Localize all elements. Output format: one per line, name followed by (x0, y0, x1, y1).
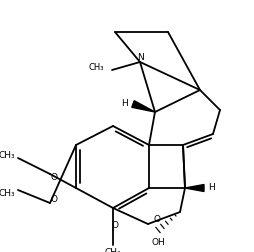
Text: H: H (121, 100, 128, 109)
Text: N: N (138, 52, 144, 61)
Text: O: O (51, 196, 57, 205)
Text: CH₃: CH₃ (0, 188, 15, 198)
Text: O: O (51, 173, 57, 181)
Text: CH₃: CH₃ (88, 62, 104, 72)
Text: O: O (153, 215, 161, 225)
Polygon shape (185, 184, 204, 192)
Text: CH₃: CH₃ (105, 248, 121, 252)
Text: H: H (208, 183, 215, 193)
Polygon shape (132, 101, 155, 112)
Text: OH: OH (151, 238, 165, 247)
Text: CH₃: CH₃ (0, 150, 15, 160)
Text: O: O (112, 222, 119, 231)
